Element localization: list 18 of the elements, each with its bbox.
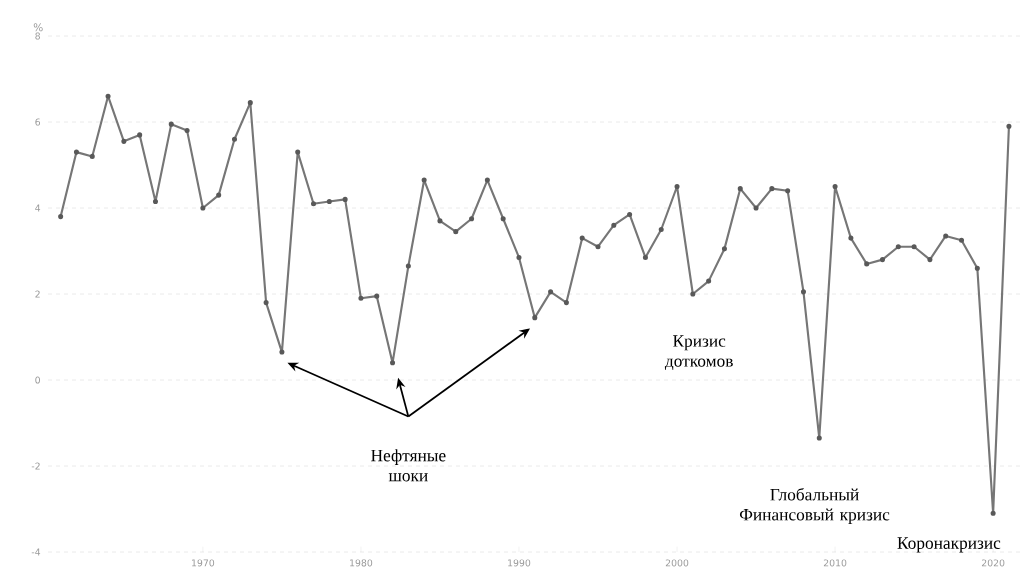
y-tick-label: -2 [31, 462, 40, 470]
annotation: Коронакризис [897, 537, 1001, 553]
annotation: Глобальный Финансовый кризис [739, 487, 890, 524]
x-tick-label: 2020 [981, 559, 1005, 567]
x-tick-label: 1990 [508, 559, 531, 567]
y-axis-title: % [33, 23, 43, 32]
y-tick-label: 2 [35, 290, 40, 298]
y-tick-label: 0 [35, 376, 40, 384]
x-tick-label: 2010 [823, 559, 847, 567]
y-tick-label: 8 [35, 32, 40, 40]
x-tick-label: 2000 [665, 559, 689, 567]
y-tick-label: 4 [35, 204, 41, 212]
annotation: Нефтяные шоки [371, 449, 446, 482]
annotation: Кризис доткомов [664, 335, 733, 370]
x-tick-label: 1970 [192, 559, 215, 567]
y-tick-label: -4 [31, 548, 41, 556]
x-tick-label: 1980 [350, 559, 373, 567]
y-tick-label: 6 [35, 118, 41, 126]
